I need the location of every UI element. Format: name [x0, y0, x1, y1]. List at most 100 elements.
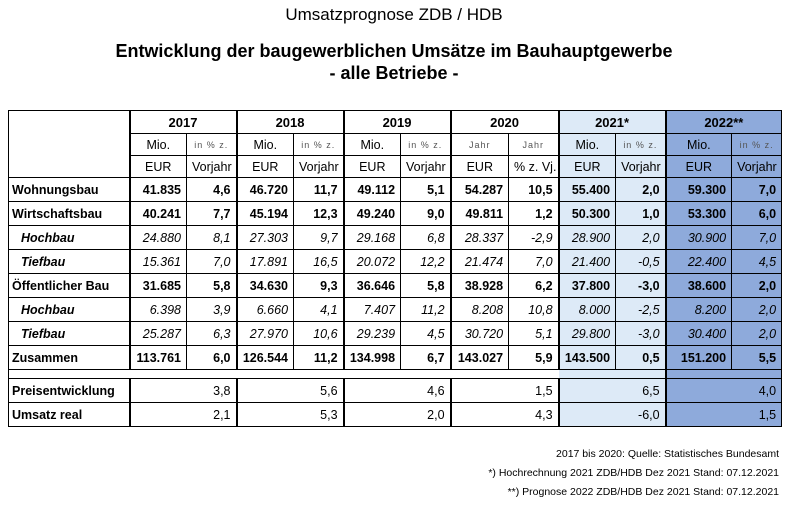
percent-cell: 1,2 [508, 201, 560, 226]
value-cell: 8.000 [557, 297, 617, 322]
percent-cell: 2,0 [615, 177, 667, 202]
value-cell: 41.835 [128, 177, 187, 202]
summary-value-cell: 2,0 [342, 402, 452, 427]
value-cell: 38.928 [449, 273, 510, 298]
year-header: 2020 [449, 110, 560, 134]
summary-value-cell: 3,8 [128, 378, 238, 403]
value-cell: 17.891 [235, 249, 295, 274]
percent-cell: 7,0 [508, 249, 560, 274]
percent-cell: 5,9 [508, 345, 560, 370]
percent-cell: 5,5 [731, 345, 783, 370]
table-row: Zusammen 113.761 6,0 126.544 11,2 134.998 6,7 1… [8, 345, 783, 370]
unit-header: in % z. [731, 133, 783, 156]
percent-cell: 9,7 [293, 225, 345, 250]
footnote-2021: *) Hochrechnung 2021 ZDB/HDB Dez 2021 St… [488, 467, 779, 479]
value-cell: 113.761 [128, 345, 187, 370]
summary-value-cell: 4,6 [342, 378, 452, 403]
value-cell: 25.287 [128, 321, 187, 346]
unit-header: Vorjahr [185, 155, 238, 178]
value-cell: 8.208 [449, 297, 510, 322]
row-label: Zusammen [8, 345, 130, 370]
unit-header: Vorjahr [293, 155, 345, 178]
unit-header: Mio. [664, 133, 733, 156]
table-row: Tiefbau 15.361 7,0 17.891 16,5 20.072 12,2 21.4… [8, 249, 783, 274]
footnote-source: 2017 bis 2020: Quelle: Statistisches Bun… [556, 448, 779, 460]
value-cell: 15.361 [128, 249, 187, 274]
value-cell: 6.398 [128, 297, 187, 322]
value-cell: 151.200 [664, 345, 733, 370]
unit-header: Jahr [508, 133, 560, 156]
summary-value-cell: 1,5 [664, 402, 783, 427]
value-cell: 28.900 [557, 225, 617, 250]
summary-value-cell: 6,5 [557, 378, 667, 403]
percent-cell: -2,5 [615, 297, 667, 322]
percent-cell: 5,1 [508, 321, 560, 346]
spacer-cell [7, 369, 559, 379]
row-label: Tiefbau [8, 321, 130, 346]
value-cell: 27.303 [235, 225, 295, 250]
percent-cell: 4,5 [400, 321, 452, 346]
row-label: Umsatz real [8, 402, 130, 427]
unit-header: Vorjahr [400, 155, 452, 178]
table-row: Wohnungsbau 41.835 4,6 46.720 11,7 49.112 5,1 5… [8, 177, 783, 202]
value-cell: 54.287 [449, 177, 510, 202]
percent-cell: -0,5 [615, 249, 667, 274]
unit-header: Vorjahr [615, 155, 667, 178]
row-label: Hochbau [8, 297, 130, 322]
percent-cell: 10,5 [508, 177, 560, 202]
value-cell: 40.241 [128, 201, 187, 226]
percent-cell: 5,1 [400, 177, 452, 202]
unit-header: Mio. [235, 133, 295, 156]
footnote-2022: **) Prognose 2022 ZDB/HDB Dez 2021 Stand… [507, 486, 779, 498]
unit-header: Mio. [557, 133, 617, 156]
unit-header: EUR [449, 155, 510, 178]
table-row: Öffentlicher Bau 31.685 5,8 34.630 9,3 36.646… [8, 273, 783, 298]
percent-cell: -3,0 [615, 273, 667, 298]
percent-cell: 2,0 [731, 273, 783, 298]
value-cell: 38.600 [664, 273, 733, 298]
unit-header: in % z. [185, 133, 238, 156]
year-header: 2022** [664, 110, 783, 134]
value-cell: 55.400 [557, 177, 617, 202]
value-cell: 29.168 [342, 225, 402, 250]
summary-value-cell: -6,0 [557, 402, 667, 427]
percent-cell: 6,8 [400, 225, 452, 250]
year-header: 2017 [128, 110, 238, 134]
table-row: Hochbau 6.398 3,9 6.660 4,1 7.407 11,2 8.208 10,… [8, 297, 783, 322]
value-cell: 49.240 [342, 201, 402, 226]
percent-cell: -2,9 [508, 225, 560, 250]
row-label: Wohnungsbau [8, 177, 130, 202]
spacer-row [7, 369, 783, 379]
percent-cell: 4,1 [293, 297, 345, 322]
percent-cell: 0,5 [615, 345, 667, 370]
year-header: 2019 [342, 110, 452, 134]
year-header: 2018 [235, 110, 345, 134]
percent-cell: 5,8 [185, 273, 238, 298]
table-row: Hochbau 24.880 8,1 27.303 9,7 29.168 6,8 28.337… [8, 225, 783, 250]
value-cell: 8.200 [664, 297, 733, 322]
percent-cell: 1,0 [615, 201, 667, 226]
unit-header: EUR [235, 155, 295, 178]
percent-cell: 12,3 [293, 201, 345, 226]
year-header-row: 2017 2018 2019 2020 2021* 2022** [8, 110, 783, 178]
row-label: Wirtschaftsbau [8, 201, 130, 226]
value-cell: 28.337 [449, 225, 510, 250]
value-cell: 31.685 [128, 273, 187, 298]
row-label: Preisentwicklung [8, 378, 130, 403]
unit-header: in % z. [615, 133, 667, 156]
table-row: Tiefbau 25.287 6,3 27.970 10,6 29.239 4,5 30.72… [8, 321, 783, 346]
percent-cell: 7,0 [731, 177, 783, 202]
table-title: Entwicklung der baugewerblichen Umsätze … [0, 40, 788, 84]
summary-value-cell: 4,0 [664, 378, 783, 403]
value-cell: 37.800 [557, 273, 617, 298]
summary-value-cell: 4,3 [449, 402, 560, 427]
unit-header: in % z. [400, 133, 452, 156]
unit-header: Mio. [128, 133, 187, 156]
percent-cell: 7,0 [185, 249, 238, 274]
unit-header: Jahr [449, 133, 510, 156]
value-cell: 24.880 [128, 225, 187, 250]
percent-cell: -3,0 [615, 321, 667, 346]
revenue-table: 2017 2018 2019 2020 2021* 2022** Mio. in… [7, 110, 783, 427]
percent-cell: 2,0 [731, 321, 783, 346]
subtitle-line-2: - alle Betriebe - [329, 63, 459, 83]
